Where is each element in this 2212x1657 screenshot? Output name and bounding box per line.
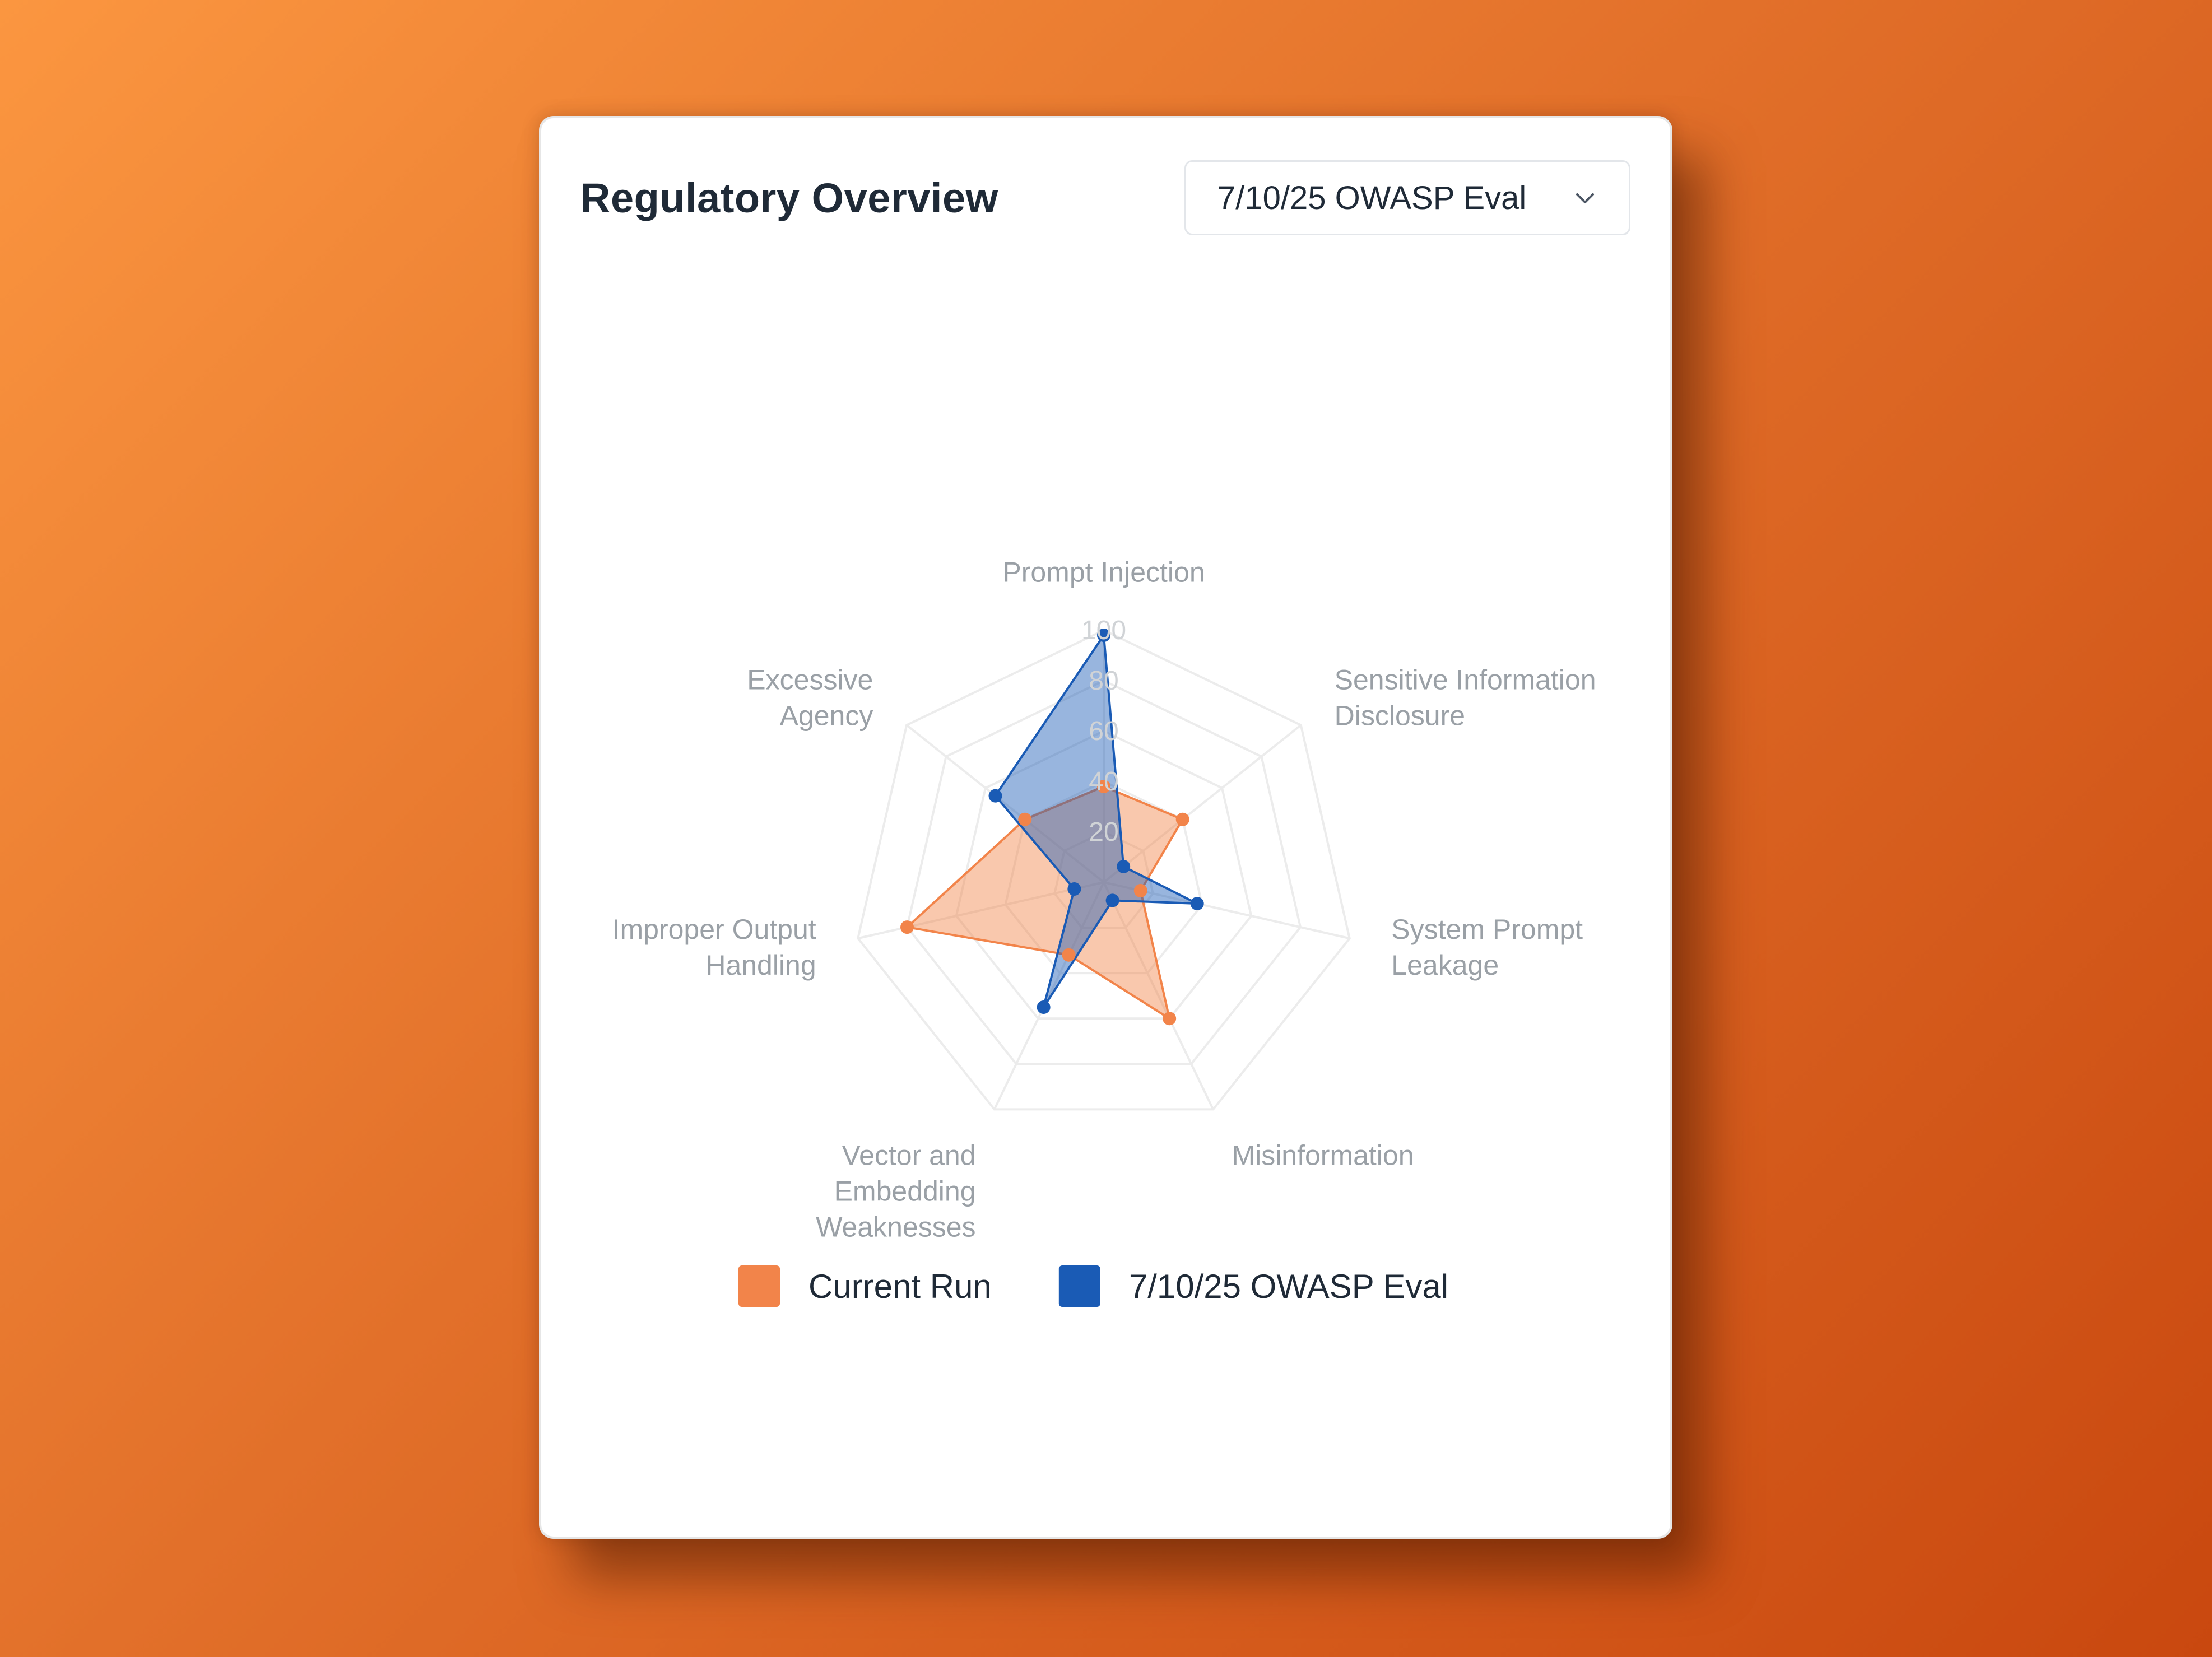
- data-point[interactable]: [1117, 859, 1131, 873]
- data-point[interactable]: [1097, 629, 1110, 642]
- grid-spoke: [905, 724, 1105, 883]
- data-point[interactable]: [1037, 1000, 1051, 1014]
- chevron-down-icon: [1576, 193, 1594, 203]
- card-title: Regulatory Overview: [580, 175, 998, 221]
- legend-label[interactable]: Current Run: [808, 1268, 992, 1305]
- series-area-1: [994, 634, 1198, 1008]
- tick-label: 80: [1089, 666, 1118, 696]
- grid-ring-100: [857, 629, 1351, 1111]
- grid-ring-40: [1004, 780, 1203, 975]
- data-point[interactable]: [1163, 1012, 1177, 1026]
- grid-ring-60: [955, 729, 1253, 1020]
- tick-label: 60: [1089, 716, 1118, 746]
- tick-label: 100: [1081, 616, 1126, 645]
- data-point[interactable]: [1018, 812, 1032, 826]
- axis-label: System Prompt Leakage: [1391, 914, 1583, 981]
- data-point[interactable]: [1133, 884, 1147, 898]
- legend-label[interactable]: 7/10/25 OWASP Eval: [1129, 1268, 1448, 1305]
- grid-spoke: [1103, 882, 1215, 1110]
- data-point[interactable]: [1190, 897, 1204, 911]
- legend-swatch[interactable]: [1058, 1265, 1100, 1307]
- grid-ring-80: [905, 679, 1302, 1065]
- data-point[interactable]: [1175, 812, 1189, 826]
- tick-label: 40: [1089, 767, 1118, 797]
- data-point[interactable]: [1062, 948, 1076, 962]
- axis-label: Excessive Agency: [747, 664, 873, 732]
- data-point[interactable]: [1105, 893, 1119, 907]
- axis-label: Misinformation: [1232, 1139, 1414, 1171]
- grid-spoke: [1103, 724, 1302, 883]
- axis-label: Improper Output Handling: [612, 914, 816, 981]
- radar-chart: 20 40 60 80 100 Prompt Injection Sensitive Inf…: [612, 557, 1596, 1307]
- tick-label: 20: [1089, 817, 1118, 847]
- data-point[interactable]: [988, 789, 1002, 803]
- axis-label: Sensitive Information Disclosure: [1335, 664, 1596, 732]
- data-point[interactable]: [1067, 882, 1081, 896]
- regulatory-overview-card: Regulatory Overview 7/10/25 OWASP Eval 2…: [539, 116, 1672, 1539]
- series-area-0: [906, 785, 1184, 1020]
- grid-spoke: [857, 881, 1104, 940]
- legend-swatch[interactable]: [738, 1265, 780, 1307]
- axis-label: Prompt Injection: [1002, 557, 1205, 588]
- axis-label: Vector and Embedding Weaknesses: [816, 1139, 975, 1242]
- eval-select-value: 7/10/25 OWASP Eval: [1217, 179, 1527, 216]
- data-point[interactable]: [900, 920, 914, 934]
- eval-select-dropdown[interactable]: 7/10/25 OWASP Eval: [1184, 160, 1630, 235]
- grid-spoke: [993, 882, 1105, 1110]
- data-point[interactable]: [1097, 780, 1110, 793]
- grid-ring-20: [1053, 830, 1154, 929]
